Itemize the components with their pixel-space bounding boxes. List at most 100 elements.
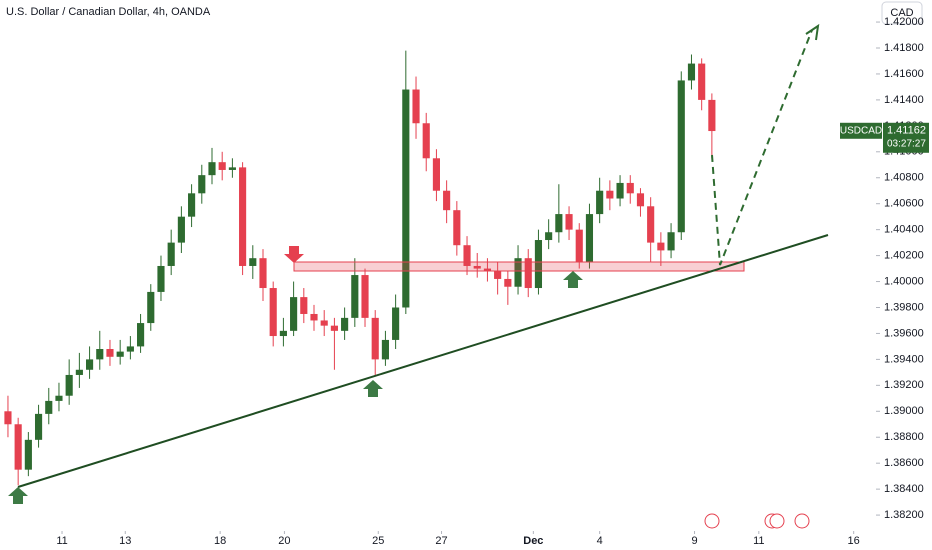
event-icon[interactable] <box>769 513 785 529</box>
candle-body <box>330 325 338 331</box>
x-tick-label: 13 <box>119 535 131 547</box>
candle-body <box>555 214 563 233</box>
candle-body <box>14 424 22 470</box>
event-icon[interactable] <box>794 513 810 529</box>
x-tick-label: 11 <box>56 535 67 547</box>
candle-body <box>677 80 685 233</box>
candle-body <box>96 349 104 360</box>
event-icon[interactable] <box>704 513 720 529</box>
y-tick-label: 1.41400 <box>884 94 924 106</box>
candle-body <box>55 395 63 401</box>
plot: 1.38200 1.38400 1.38600 1.38800 1.39000 1.392… <box>4 16 924 547</box>
x-tick-label: 11 <box>753 535 764 547</box>
chart-title: U.S. Dollar / Canadian Dollar, 4h, OANDA <box>6 6 211 18</box>
candle-body <box>545 232 553 241</box>
buy-arrow <box>363 380 383 397</box>
candle-body <box>463 245 471 266</box>
x-tick-label: 18 <box>214 535 226 547</box>
y-tick-label: 1.39200 <box>884 379 924 391</box>
candle-body <box>45 400 53 414</box>
candle-body <box>75 369 83 375</box>
candle-body <box>616 182 624 199</box>
candle-body <box>402 89 410 308</box>
candle-body <box>198 175 206 194</box>
last-price: 1.41162 <box>887 125 926 137</box>
candle-body <box>494 271 502 279</box>
symbol-label: USDCAD <box>840 125 882 136</box>
candle-body <box>188 193 196 217</box>
candle-body <box>24 439 32 470</box>
badge-box[interactable] <box>881 1 923 25</box>
candle-body <box>34 413 43 440</box>
y-tick-label: 1.39400 <box>884 353 924 365</box>
candle-body <box>259 258 267 289</box>
candle-body <box>147 291 155 324</box>
candle-body <box>167 242 175 266</box>
candle-body <box>65 374 73 396</box>
candle-body <box>381 339 389 360</box>
candle-body <box>310 313 318 321</box>
buy-arrow <box>563 271 583 288</box>
candle-body <box>422 123 430 159</box>
candle-body <box>585 214 594 263</box>
candle-body <box>534 240 543 289</box>
candle-body <box>300 297 308 314</box>
support-zone <box>293 261 745 272</box>
y-tick-label: 1.42000 <box>884 16 924 28</box>
x-tick-label: 16 <box>848 535 860 547</box>
candle-body <box>647 206 655 243</box>
candle-body <box>279 330 287 337</box>
candle-body <box>86 359 94 370</box>
candle-body <box>4 411 12 425</box>
y-tick-label: 1.40800 <box>884 172 924 184</box>
candle-body <box>218 162 226 170</box>
candle-body <box>351 275 359 318</box>
candle-body <box>504 278 512 287</box>
x-tick-label: 4 <box>597 535 603 547</box>
y-tick-label: 1.41800 <box>884 42 924 54</box>
trend-line <box>17 234 829 488</box>
candle-body <box>657 242 665 251</box>
currency-label[interactable]: CAD <box>890 7 913 19</box>
price-box <box>883 122 929 153</box>
y-tick-label: 1.39600 <box>884 327 924 339</box>
candle-body <box>290 297 298 331</box>
currency-badge[interactable]: CAD <box>881 1 923 25</box>
y-tick-label: 1.39000 <box>884 405 924 417</box>
y-tick-label: 1.41600 <box>884 68 924 80</box>
candle-body <box>443 190 451 211</box>
candle-body <box>157 265 165 292</box>
candle-body <box>453 210 461 246</box>
candle-body <box>483 268 492 272</box>
candle-body <box>116 351 124 357</box>
countdown: 03:27:27 <box>887 138 926 149</box>
candle-body <box>473 265 481 269</box>
candle-body <box>228 167 236 170</box>
event-icons[interactable] <box>704 513 810 529</box>
x-tick-label: Dec <box>523 535 543 547</box>
x-tick-label: 9 <box>691 535 697 547</box>
candle-body <box>524 258 532 289</box>
candle-body <box>698 63 706 100</box>
buy-arrow <box>8 487 28 504</box>
y-tick-label: 1.38400 <box>884 483 924 495</box>
candle-body <box>239 167 247 266</box>
candle-body <box>636 193 645 207</box>
candle-body <box>208 162 216 176</box>
x-tick-label: 25 <box>372 535 384 547</box>
candle-body <box>626 182 634 194</box>
candle-body <box>432 158 440 191</box>
x-tick-label: 27 <box>435 535 447 547</box>
candle-body <box>269 288 277 337</box>
candle-body <box>667 232 675 251</box>
y-tick-label: 1.40600 <box>884 198 924 210</box>
y-tick-label: 1.40000 <box>884 275 924 287</box>
y-tick-label: 1.38800 <box>884 431 924 443</box>
candle-body <box>177 216 185 243</box>
candle-body <box>565 214 573 230</box>
symbol-box <box>840 122 882 139</box>
candle-body <box>412 89 420 124</box>
projection <box>711 29 813 266</box>
candle-body <box>687 63 696 81</box>
